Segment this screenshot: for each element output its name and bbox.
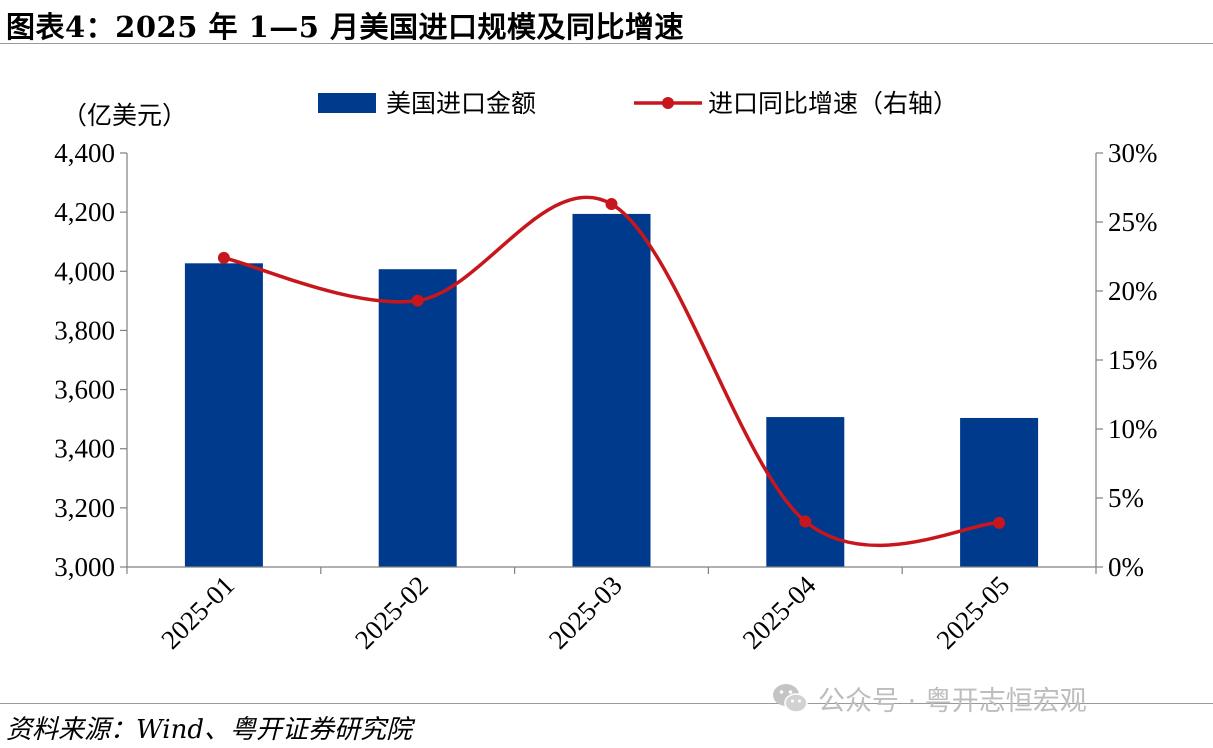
legend-bar-label: 美国进口金额 (386, 89, 536, 118)
wechat-icon (773, 684, 808, 713)
x-tick-label: 2025-03 (543, 570, 628, 655)
y-unit-label: （亿美元） (62, 101, 187, 130)
right-tick-label: 5% (1108, 483, 1144, 513)
growth-point-2025-01 (217, 251, 230, 264)
legend: 美国进口金额 进口同比增速（右轴） (318, 89, 958, 118)
x-tick-label: 2025-04 (737, 570, 822, 655)
x-tick-label: 2025-02 (349, 570, 434, 655)
right-tick-label: 10% (1108, 414, 1158, 444)
legend-line-label: 进口同比增速（右轴） (708, 89, 958, 118)
left-tick-label: 3,200 (54, 493, 115, 523)
left-tick-label: 3,600 (54, 375, 115, 405)
growth-point-2025-02 (411, 294, 424, 307)
right-tick-label: 25% (1108, 207, 1158, 237)
watermark-text: 公众号 · 粤开志恒宏观 (818, 685, 1087, 717)
left-tick-label: 3,800 (54, 315, 115, 345)
right-tick-label: 15% (1108, 345, 1158, 375)
left-tick-label: 3,000 (54, 552, 115, 582)
growth-line (223, 195, 1000, 548)
plot-area: 3,000 3,200 3,400 3,600 3,800 4,000 4,200 4,400… (54, 138, 1157, 655)
legend-line-marker (662, 97, 674, 109)
bar-2025-01 (184, 263, 263, 567)
growth-point-2025-05 (993, 516, 1006, 529)
left-tick-label: 4,200 (54, 197, 115, 227)
left-tick-label: 3,400 (54, 434, 115, 464)
right-tick-label: 30% (1108, 138, 1158, 168)
x-tick-label: 2025-05 (930, 570, 1015, 655)
x-tick-label: 2025-01 (155, 570, 240, 655)
chart-title: 图表4：2025 年 1—5 月美国进口规模及同比增速 (6, 10, 685, 44)
footer-divider (0, 703, 1213, 704)
source-note: 资料来源：Wind、粤开证券研究院 (6, 715, 412, 745)
title-divider (0, 43, 1213, 44)
growth-point-2025-04 (799, 515, 812, 528)
right-tick-label: 20% (1108, 276, 1158, 306)
left-tick-label: 4,400 (54, 138, 115, 168)
growth-point-2025-03 (605, 198, 618, 211)
left-tick-label: 4,000 (54, 256, 115, 286)
bar-2025-02 (378, 269, 457, 567)
right-tick-label: 0% (1108, 552, 1144, 582)
watermark: 公众号 · 粤开志恒宏观 (770, 678, 1087, 718)
legend-bar-swatch (318, 93, 376, 113)
bar-2025-03 (572, 213, 651, 567)
bar-2025-05 (960, 417, 1039, 567)
